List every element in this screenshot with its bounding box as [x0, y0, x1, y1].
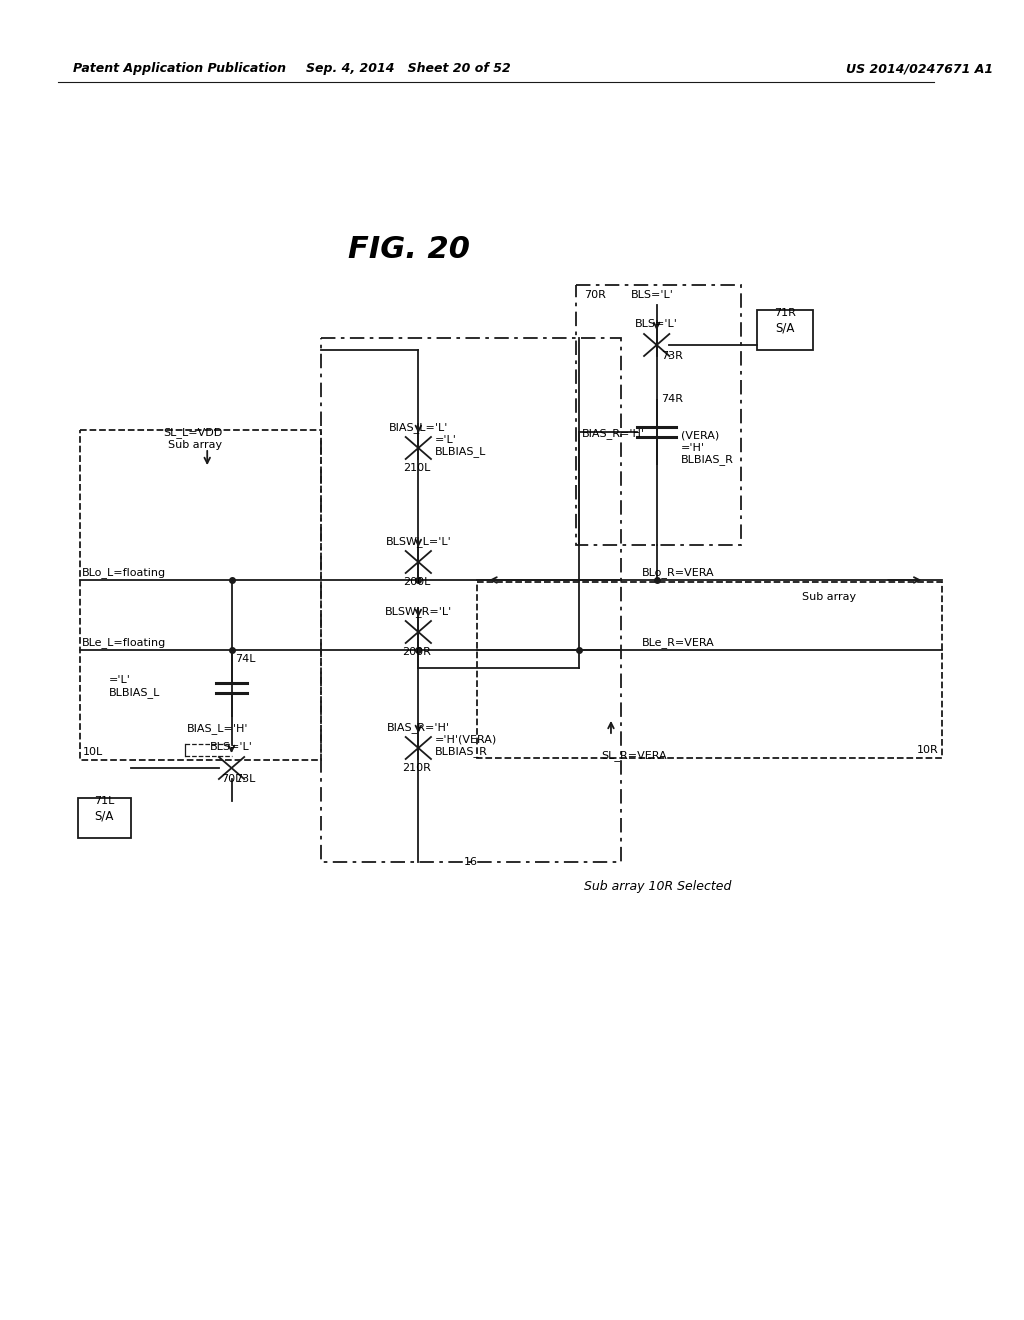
Text: BLBIAS_L: BLBIAS_L — [435, 446, 486, 458]
Text: Sub array: Sub array — [802, 591, 856, 602]
Text: 74L: 74L — [236, 653, 256, 664]
Text: 16: 16 — [464, 857, 478, 867]
Text: BLo_L=floating: BLo_L=floating — [82, 568, 166, 578]
Text: 10R: 10R — [918, 744, 939, 755]
Text: 210L: 210L — [402, 463, 430, 473]
Text: 71R: 71R — [774, 308, 796, 318]
Text: BLe_L=floating: BLe_L=floating — [82, 638, 166, 648]
Text: BLo_R=VERA: BLo_R=VERA — [642, 568, 715, 578]
Text: BLS='L': BLS='L' — [631, 290, 673, 300]
Text: BIAS_L='L': BIAS_L='L' — [389, 422, 449, 433]
Text: ='H'(VERA): ='H'(VERA) — [435, 735, 497, 744]
Text: Sub array: Sub array — [168, 440, 221, 450]
Text: BLS='L': BLS='L' — [635, 319, 678, 329]
Text: (VERA): (VERA) — [681, 432, 719, 441]
Bar — [78, 799, 131, 838]
Text: BIAS_R='H': BIAS_R='H' — [387, 722, 450, 733]
Text: 70R: 70R — [584, 290, 605, 300]
Text: 200R: 200R — [402, 647, 431, 657]
Text: ='H': ='H' — [681, 444, 705, 453]
Text: ='L': ='L' — [435, 436, 457, 445]
Text: BLS='L': BLS='L' — [210, 742, 253, 752]
Text: SL_R=VERA: SL_R=VERA — [601, 750, 667, 760]
Text: BLBIAS_L: BLBIAS_L — [109, 688, 161, 698]
Text: 73R: 73R — [662, 351, 683, 360]
Text: BIAS_R='H': BIAS_R='H' — [582, 429, 645, 440]
Text: 10L: 10L — [83, 747, 103, 756]
Text: BIAS_L='H': BIAS_L='H' — [186, 723, 248, 734]
Text: US 2014/0247671 A1: US 2014/0247671 A1 — [847, 62, 993, 75]
Text: 70L: 70L — [221, 774, 242, 784]
Bar — [757, 310, 813, 350]
Text: Patent Application Publication: Patent Application Publication — [73, 62, 286, 75]
Text: Sep. 4, 2014   Sheet 20 of 52: Sep. 4, 2014 Sheet 20 of 52 — [306, 62, 511, 75]
Text: S/A: S/A — [775, 322, 795, 334]
Text: 210R: 210R — [402, 763, 431, 774]
Text: BLSW_R='L': BLSW_R='L' — [385, 606, 452, 616]
Text: BLBIAS_R: BLBIAS_R — [435, 747, 487, 758]
Text: BLSW_L='L': BLSW_L='L' — [385, 536, 452, 546]
Text: FIG. 20: FIG. 20 — [347, 235, 470, 264]
Text: Sub array 10R Selected: Sub array 10R Selected — [584, 880, 731, 894]
Text: 74R: 74R — [662, 393, 684, 404]
Text: BLBIAS_R: BLBIAS_R — [681, 454, 734, 466]
Text: S/A: S/A — [94, 809, 114, 822]
Text: 200L: 200L — [402, 577, 430, 587]
Text: 73L: 73L — [236, 774, 256, 784]
Text: ='L': ='L' — [109, 675, 131, 685]
Text: SL_L=VDD: SL_L=VDD — [164, 428, 222, 438]
Text: 71L: 71L — [94, 796, 115, 807]
Text: BLe_R=VERA: BLe_R=VERA — [642, 638, 715, 648]
